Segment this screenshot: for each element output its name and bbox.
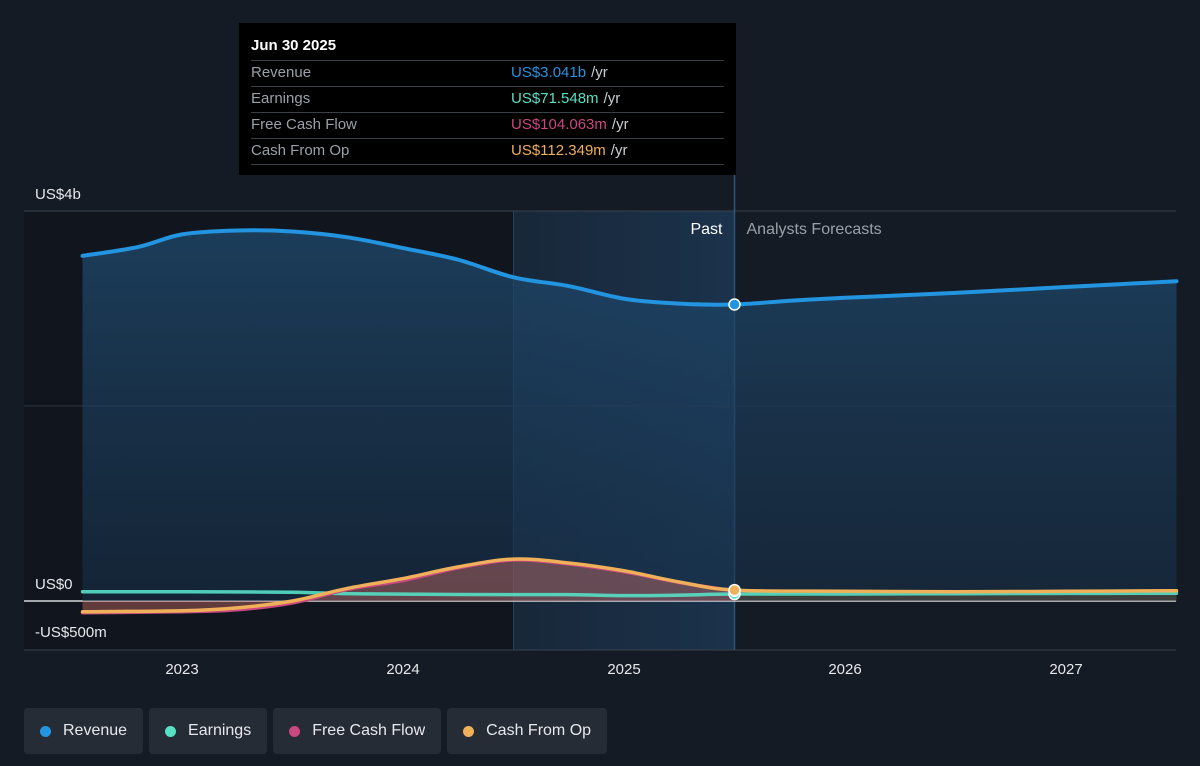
x-tick-label: 2023 <box>165 661 198 678</box>
x-tick-label: 2026 <box>828 661 861 678</box>
tooltip-label: Earnings <box>251 90 311 107</box>
tooltip-unit: /yr <box>603 90 621 107</box>
legend-label: Earnings <box>188 722 252 739</box>
legend-item-revenue[interactable]: Revenue <box>24 708 144 754</box>
cash-from-op-dot-icon <box>463 725 475 737</box>
revenue-line <box>80 228 1179 307</box>
tooltip-unit: /yr <box>611 116 629 133</box>
tooltip-value: US$104.063m <box>511 116 607 133</box>
tooltip-label: Free Cash Flow <box>251 116 357 133</box>
tooltip-row-earnings: Earnings US$71.548m /yr <box>251 86 724 112</box>
legend-label: Free Cash Flow <box>312 722 426 739</box>
legend-item-earnings[interactable]: Earnings <box>149 708 268 754</box>
tooltip: Jun 30 2025 Revenue US$3.041b /yr Earnin… <box>239 23 736 175</box>
cash-from-op-line <box>80 557 1179 614</box>
legend-item-free-cash-flow[interactable]: Free Cash Flow <box>273 708 442 754</box>
cash-from-op-area <box>82 558 1177 612</box>
tooltip-value: US$3.041b <box>511 64 587 81</box>
tooltip-unit: /yr <box>610 142 628 159</box>
y-tick-label: US$0 <box>35 576 73 593</box>
tooltip-row-free-cash-flow: Free Cash Flow US$104.063m /yr <box>251 112 724 138</box>
x-tick-label: 2025 <box>607 661 640 678</box>
earnings-dot-icon <box>165 725 177 737</box>
y-tick-label: US$4b <box>35 186 81 203</box>
y-tick-label: -US$500m <box>35 624 107 641</box>
legend: Revenue Earnings Free Cash Flow Cash Fro… <box>24 708 608 754</box>
tooltip-value: US$112.349m <box>511 142 606 159</box>
legend-item-cash-from-op[interactable]: Cash From Op <box>447 708 608 754</box>
tooltip-row-cash-from-op: Cash From Op US$112.349m /yr <box>251 138 724 165</box>
tooltip-label: Cash From Op <box>251 142 350 159</box>
tooltip-label: Revenue <box>251 64 312 81</box>
revenue-area <box>82 230 1177 601</box>
forecast-label: Analysts Forecasts <box>747 221 882 238</box>
legend-label: Cash From Op <box>486 722 592 739</box>
legend-label: Revenue <box>63 722 128 739</box>
free-cash-flow-dot-icon <box>289 725 301 737</box>
tooltip-unit: /yr <box>591 64 608 81</box>
tooltip-value: US$71.548m <box>511 90 599 107</box>
revenue-dot-icon <box>40 725 51 737</box>
free-cash-flow-area <box>82 559 735 613</box>
earnings-line <box>80 589 1179 598</box>
tooltip-row-revenue: Revenue US$3.041b /yr <box>251 60 724 86</box>
tooltip-date: Jun 30 2025 <box>251 37 337 54</box>
x-tick-label: 2024 <box>386 661 419 678</box>
cash-from-op-marker <box>728 583 741 597</box>
past-label: Past <box>690 221 723 238</box>
x-tick-label: 2027 <box>1049 661 1082 678</box>
revenue-marker <box>728 298 741 311</box>
